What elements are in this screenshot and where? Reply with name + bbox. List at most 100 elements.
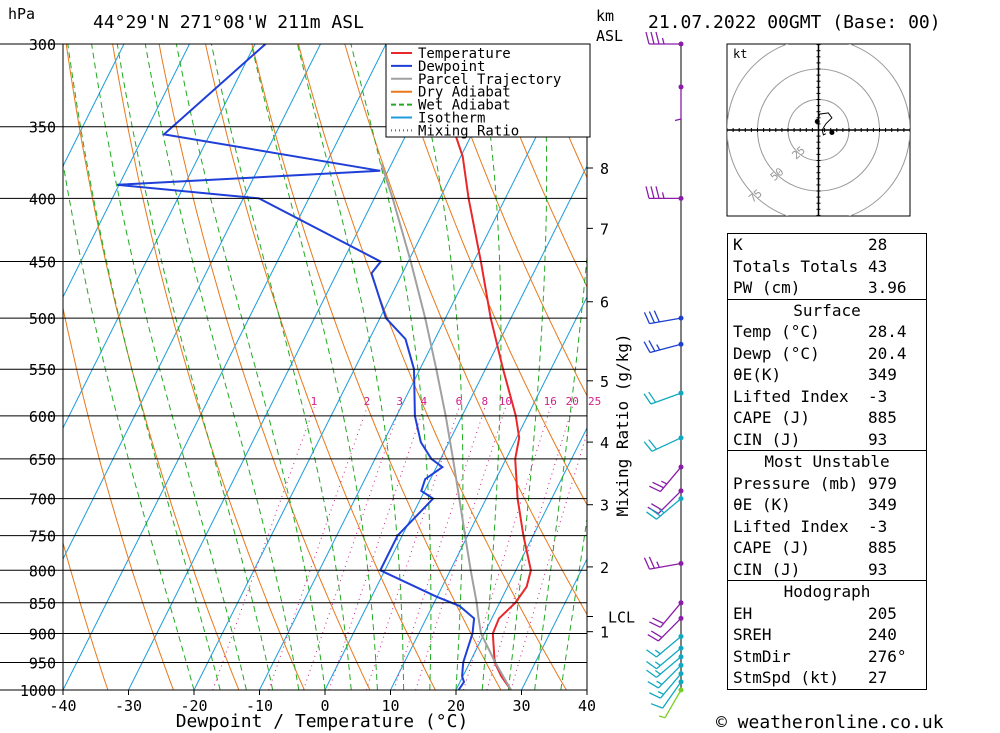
wind-barb	[643, 340, 684, 354]
most-unstable-value: 349	[868, 495, 897, 514]
mixing-ratio-line	[463, 406, 552, 690]
hpa-unit-label: hPa	[8, 5, 36, 23]
mixing-ratio-label: 16	[544, 395, 557, 408]
pressure-tick-label: 850	[29, 595, 56, 613]
dry-adiabat-line	[949, 44, 1000, 690]
legend-entry: Dewpoint	[418, 59, 485, 75]
mixing-ratio-line	[268, 406, 368, 690]
most-unstable-row: θE (K) 349	[728, 494, 926, 516]
mixing-ratio-label: 10	[499, 395, 512, 408]
height-tick-label: 3	[600, 497, 609, 515]
pressure-tick-label: 700	[29, 491, 56, 509]
legend-entry: Wet Adiabat	[418, 98, 511, 114]
km-unit-label: km	[596, 7, 615, 25]
pressure-tick-label: 950	[29, 654, 56, 672]
wind-barb	[643, 556, 684, 570]
legend-entry: Temperature	[418, 46, 511, 62]
temperature-tick-label: 0	[320, 697, 329, 715]
dry-adiabat-line	[205, 44, 436, 690]
temperature-profile-line	[435, 44, 532, 690]
dewpoint-profile-line	[117, 44, 476, 690]
dry-adiabat-line	[995, 44, 1000, 690]
surface-label: Dewp (°C)	[733, 343, 820, 363]
most-unstable-value: -3	[868, 516, 888, 536]
wet-adiabat-line	[350, 44, 432, 690]
wind-barb	[650, 679, 684, 709]
most-unstable-section-title: Most Unstable	[764, 452, 890, 471]
index-value: 28	[868, 235, 888, 254]
lcl-label: LCL	[608, 609, 635, 627]
index-row: Totals Totals 43	[728, 256, 926, 278]
isotherm-line	[63, 44, 256, 430]
hodograph-value: 27	[868, 668, 888, 687]
wet-adiabat-line	[250, 44, 378, 690]
surface-value: -3	[868, 386, 888, 406]
hodograph-row: SREH 240	[728, 624, 926, 646]
wet-adiabat-line	[144, 44, 300, 690]
surface-row: CAPE (J) 885	[728, 407, 926, 429]
wind-barb	[649, 464, 684, 493]
wind-barb	[646, 645, 684, 670]
legend-entry: Parcel Trajectory	[418, 72, 561, 88]
pressure-tick-label: 750	[29, 528, 56, 546]
surface-value: 20.4	[868, 343, 907, 363]
surface-row: Lifted Index -3	[728, 386, 926, 408]
index-label: K	[733, 235, 743, 254]
mixing-ratio-label: 4	[420, 395, 427, 408]
temperature-tick-label: 20	[447, 697, 465, 715]
surface-row: CIN (J) 93	[728, 429, 926, 451]
pressure-tick-label: 900	[29, 625, 56, 643]
surface-value: 93	[868, 429, 888, 449]
mixing-ratio-label: 3	[396, 395, 403, 408]
isotherm-line	[193, 44, 518, 690]
temperature-tick-label: 10	[381, 697, 399, 715]
most-unstable-row: CIN (J) 93	[728, 559, 926, 581]
dry-adiabat-line	[63, 541, 109, 690]
wind-barb	[647, 662, 684, 689]
dry-adiabat-line	[158, 44, 371, 690]
index-value: 3.96	[868, 278, 907, 297]
wind-barb	[643, 390, 684, 405]
wet-adiabat-line	[411, 44, 464, 690]
hodograph-start-point	[814, 118, 820, 124]
most-unstable-row: Lifted Index -3	[728, 516, 926, 538]
legend-entry: Dry Adiabat	[418, 85, 511, 101]
hodograph-storm-motion	[829, 129, 835, 135]
parcel-trajectory-profile-line	[380, 163, 512, 690]
wind-barb	[649, 600, 684, 628]
asl-unit-label: ASL	[596, 27, 624, 45]
temperature-tick-label: -30	[115, 697, 142, 715]
hodograph-label: EH	[733, 603, 753, 623]
wet-adiabat-line	[534, 251, 587, 690]
dry-adiabat-line	[251, 44, 502, 690]
hodograph-section-title: Hodograph	[783, 582, 871, 601]
surface-row: θE(K) 349	[728, 364, 926, 386]
pressure-tick-label: 600	[29, 408, 56, 426]
hodograph-unit-label: kt	[733, 47, 747, 61]
legend-box	[385, 43, 591, 138]
mixing-ratio-label: 1	[311, 395, 318, 408]
most-unstable-value: 979	[868, 473, 897, 493]
hodograph-row: EH 205	[728, 603, 926, 625]
dry-adiabat-line	[437, 44, 587, 397]
legend-entry: Isotherm	[418, 111, 485, 127]
height-tick-label: 6	[600, 294, 609, 312]
mixing-ratio-axis-title: Mixing Ratio (g/kg)	[613, 333, 632, 516]
height-tick-label: 8	[600, 160, 609, 178]
temperature-tick-label: 30	[512, 697, 530, 715]
wet-adiabat-line	[210, 44, 352, 690]
wind-barb	[647, 488, 684, 515]
wind-barb	[645, 186, 684, 201]
height-tick-label: 1	[600, 624, 609, 642]
hodograph-row: StmSpd (kt) 27	[728, 667, 926, 689]
surface-value: 28.4	[868, 322, 907, 341]
isotherm-line	[63, 44, 190, 299]
most-unstable-label: θE (K)	[733, 495, 791, 514]
height-tick-label: 4	[600, 434, 609, 452]
most-unstable-label: Lifted Index	[733, 516, 849, 536]
dry-adiabat-line	[483, 44, 587, 288]
pressure-tick-label: 800	[29, 562, 56, 580]
surface-label: CIN (J)	[733, 429, 801, 449]
index-value: 43	[868, 256, 888, 276]
